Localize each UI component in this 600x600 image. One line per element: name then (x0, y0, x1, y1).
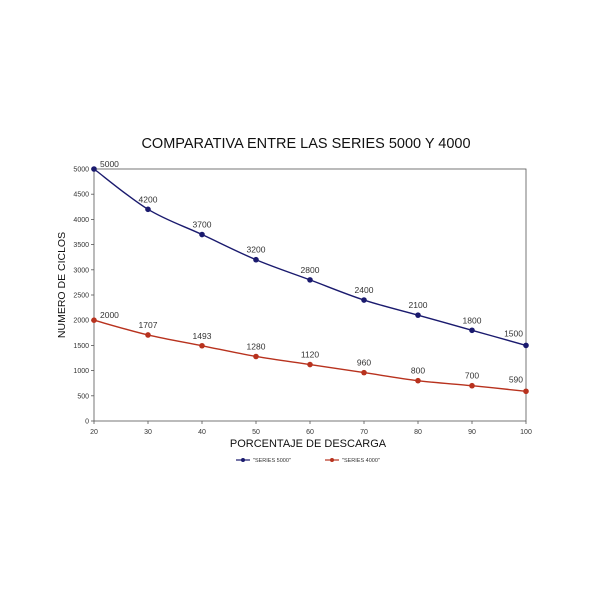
data-label: 1280 (247, 341, 266, 351)
plot-area-frame (93, 168, 527, 422)
y-tick-label: 0 (85, 419, 89, 426)
y-tick-label: 1000 (73, 368, 89, 375)
data-label: 700 (465, 371, 479, 381)
data-label: 3700 (193, 220, 212, 230)
data-point (523, 388, 529, 395)
legend-label: "SERIES 4000" (342, 458, 380, 464)
x-tick-label: 40 (198, 429, 206, 436)
legend-marker (241, 458, 245, 462)
data-label: 2100 (409, 300, 428, 310)
data-point (253, 256, 259, 263)
series-1: 2000 1707 1493 1280 1120 960 800 700 590 (91, 310, 529, 395)
data-label: 1500 (504, 328, 523, 338)
data-label: 2400 (355, 285, 374, 295)
y-tick-label: 4500 (73, 192, 89, 199)
data-point (91, 166, 97, 172)
x-tick-label: 100 (520, 429, 532, 436)
data-label: 590 (509, 374, 523, 384)
data-label: 960 (357, 358, 371, 368)
y-tick-label: 2000 (73, 318, 89, 325)
data-label: 5000 (100, 159, 119, 169)
x-tick-label: 70 (360, 429, 368, 436)
data-point (469, 327, 475, 334)
x-tick-label: 80 (414, 429, 422, 436)
x-axis-label: PORCENTAJE DE DESCARGA (230, 438, 387, 450)
data-label: 1707 (139, 320, 158, 330)
y-tick-label: 3000 (73, 267, 89, 274)
y-tick-label: 500 (77, 393, 89, 400)
x-tick-label: 30 (144, 429, 152, 436)
y-axis-label: NUMERO DE CICLOS (56, 232, 68, 338)
data-point (361, 369, 367, 376)
legend-item: "SERIES 4000" (325, 458, 380, 464)
series-line (93, 168, 527, 347)
data-point (415, 312, 421, 318)
series-layer: 5000420037003200280024002100180015002000… (91, 159, 529, 395)
x-tick-label: 50 (252, 429, 260, 436)
y-tick-label: 4000 (73, 217, 89, 224)
data-point (253, 353, 259, 360)
data-point (145, 206, 151, 213)
data-point (469, 382, 475, 389)
legend: "SERIES 5000" "SERIES 4000" (236, 458, 380, 464)
data-point (145, 332, 151, 338)
data-point (361, 297, 367, 303)
x-tick-label: 90 (468, 429, 476, 436)
data-point (415, 377, 421, 384)
x-tick-label: 60 (306, 429, 314, 436)
y-axis: 0 500 1000 1500 2000 2500 3000 3500 4000 4500 5000 (73, 167, 94, 426)
data-label: 2000 (100, 310, 119, 320)
x-axis: 20 30 40 50 60 70 80 90 100 (90, 421, 532, 436)
data-label: 1493 (193, 331, 212, 341)
data-point (307, 361, 313, 368)
series-0: 5000 4200 3700 3200 2800 2400 2100 1800 1500 (91, 159, 529, 349)
data-point (199, 342, 205, 349)
data-label: 4200 (139, 194, 158, 204)
legend-marker (330, 458, 334, 462)
data-label: 1800 (463, 315, 482, 325)
legend-label: "SERIES 5000" (253, 458, 291, 464)
data-label: 3200 (247, 245, 266, 255)
data-label: 2800 (301, 265, 320, 275)
y-tick-label: 2500 (73, 293, 89, 300)
data-point (307, 277, 313, 283)
y-tick-label: 5000 (73, 167, 89, 174)
y-tick-label: 1500 (73, 343, 89, 350)
legend-item: "SERIES 5000" (236, 458, 291, 464)
data-label: 800 (411, 366, 425, 376)
data-point (91, 317, 97, 324)
y-tick-label: 3500 (73, 242, 89, 249)
x-tick-label: 20 (90, 429, 98, 436)
data-point (523, 342, 529, 349)
data-point (199, 231, 205, 238)
chart-title: COMPARATIVA ENTRE LAS SERIES 5000 Y 4000 (141, 136, 470, 152)
data-label: 1120 (301, 350, 320, 360)
